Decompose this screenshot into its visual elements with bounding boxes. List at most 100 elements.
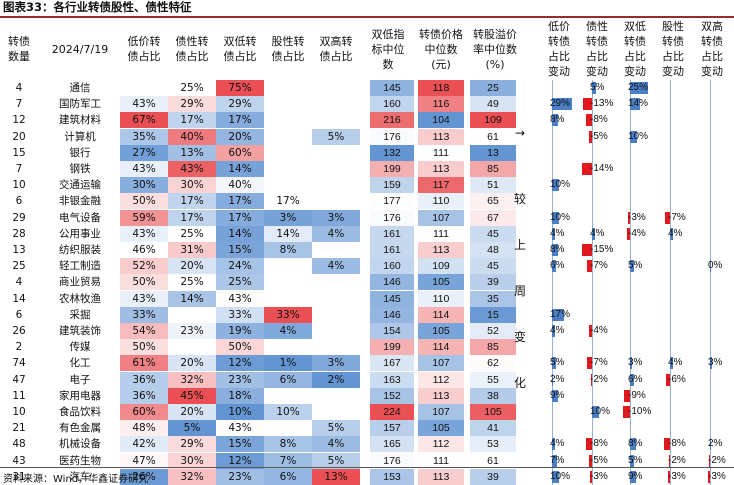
bond-cell: 32% bbox=[168, 468, 216, 485]
table-row: 25 轻工制造 52% 20% 24% 4% 160 109 45 6% -7% 5% 0% bbox=[0, 258, 734, 275]
low-price-cell: 43% bbox=[120, 290, 168, 307]
chg-dh-bar bbox=[707, 470, 710, 483]
equity-cell bbox=[264, 258, 312, 275]
double-low-cell: 50% bbox=[216, 339, 264, 356]
chg-low-bar bbox=[552, 308, 564, 321]
price-median-cell: 104 bbox=[418, 112, 464, 129]
equity-cell bbox=[264, 161, 312, 177]
double-high-cell bbox=[312, 144, 360, 161]
chg-bond-bar bbox=[587, 357, 592, 370]
low-price-cell: 67% bbox=[120, 112, 168, 129]
count-cell: 4 bbox=[15, 82, 23, 94]
header-chg-dh: 双高 转债 占比 变动 bbox=[701, 20, 723, 78]
double-low-cell: 29% bbox=[216, 96, 264, 113]
double-low-cell: 14% bbox=[216, 225, 264, 242]
double-low-cell: 19% bbox=[216, 323, 264, 339]
table-row: 4 通信 25% 75% 145 118 25 5% 25% bbox=[0, 80, 734, 96]
chg-low-bar bbox=[552, 98, 573, 111]
bond-cell: 20% bbox=[168, 355, 216, 372]
low-price-cell: 27% bbox=[120, 144, 168, 161]
table-row: 28 公用事业 43% 25% 14% 14% 4% 161 111 45 4% 4% -4% 4% bbox=[0, 225, 734, 242]
dl-median-cell: 176 bbox=[370, 128, 414, 145]
chg-bond-axis bbox=[592, 80, 593, 485]
header-date: 2024/7/19 bbox=[51, 42, 109, 56]
count-cell: 74 bbox=[12, 357, 26, 370]
double-low-cell: 17% bbox=[216, 193, 264, 210]
equity-cell bbox=[264, 128, 312, 145]
chg-low-label: 4% bbox=[550, 227, 565, 239]
bond-cell: 17% bbox=[168, 209, 216, 226]
chg-dh-label: 0% bbox=[708, 260, 723, 272]
bond-cell: 31% bbox=[168, 242, 216, 258]
double-high-cell bbox=[312, 404, 360, 420]
count-cell: 25 bbox=[12, 260, 26, 273]
double-low-cell: 14% bbox=[216, 161, 264, 177]
chg-bond-label: -2% bbox=[590, 373, 608, 385]
double-low-cell: 75% bbox=[216, 80, 264, 96]
table-row: 7 国防军工 43% 29% 29% 160 116 49 29% -13% 14% bbox=[0, 96, 734, 113]
chg-dl-bar bbox=[630, 373, 635, 386]
equity-cell bbox=[264, 80, 312, 96]
low-price-cell: 48% bbox=[120, 420, 168, 437]
chg-dh-label: 2% bbox=[708, 438, 723, 450]
double-low-cell: 33% bbox=[216, 306, 264, 323]
double-high-cell: 5% bbox=[312, 420, 360, 437]
price-median-cell: 107 bbox=[418, 209, 464, 226]
header-bond: 债性转 债占比 bbox=[175, 35, 209, 63]
equity-cell bbox=[264, 420, 312, 437]
header-chg-eq: 股性 转债 占比 变动 bbox=[662, 20, 684, 78]
count-cell: 4 bbox=[15, 276, 23, 289]
header-equity: 股性转 债占比 bbox=[271, 35, 305, 63]
double-low-cell: 17% bbox=[216, 112, 264, 129]
chg-eq-label: 4% bbox=[668, 227, 683, 239]
side-label-2: 上 bbox=[513, 238, 526, 252]
double-low-cell: 17% bbox=[216, 209, 264, 226]
chg-low-bar bbox=[552, 325, 555, 337]
double-high-cell: 4% bbox=[312, 436, 360, 453]
bond-cell: 32% bbox=[168, 371, 216, 388]
low-price-cell: 36% bbox=[120, 371, 168, 388]
header-chg-low: 低价 转债 占比 变动 bbox=[548, 20, 570, 78]
chg-eq-bar bbox=[665, 373, 670, 386]
chg-eq-label: -2% bbox=[668, 454, 686, 466]
chg-low-bar bbox=[552, 438, 555, 451]
count-cell: 21 bbox=[12, 422, 26, 435]
table-row: 31 汽车 26% 32% 23% 6% 13% 153 113 39 10% -3% 9% -3% -3% bbox=[0, 468, 734, 485]
bond-cell: 29% bbox=[168, 436, 216, 453]
chg-low-label: 5% bbox=[550, 357, 565, 369]
chg-dl-label: -10% bbox=[628, 406, 652, 417]
double-high-cell bbox=[312, 242, 360, 258]
industry-cell: 公用事业 bbox=[59, 227, 101, 240]
bond-cell: 25% bbox=[168, 225, 216, 242]
count-cell: 29 bbox=[12, 211, 26, 224]
double-low-cell: 15% bbox=[216, 436, 264, 453]
count-cell: 6 bbox=[15, 195, 23, 208]
equity-cell bbox=[264, 290, 312, 307]
chg-low-label: 10% bbox=[550, 470, 571, 482]
chg-bond-label: 5% bbox=[590, 82, 605, 93]
bond-cell: 30% bbox=[168, 177, 216, 194]
chg-bond-label: -8% bbox=[590, 438, 608, 450]
price-median-cell: 113 bbox=[418, 387, 464, 404]
chg-bond-bar bbox=[586, 438, 592, 451]
equity-cell: 8% bbox=[264, 436, 312, 453]
equity-cell bbox=[264, 177, 312, 194]
double-low-cell: 43% bbox=[216, 420, 264, 437]
count-cell: 48 bbox=[12, 438, 26, 451]
chg-dl-label: 5% bbox=[628, 260, 643, 272]
dl-median-cell: 132 bbox=[370, 144, 414, 161]
bond-cell: 14% bbox=[168, 290, 216, 307]
price-median-cell: 110 bbox=[418, 290, 464, 307]
equity-cell: 7% bbox=[264, 452, 312, 469]
count-cell: 13 bbox=[12, 244, 26, 256]
dl-median-cell: 145 bbox=[370, 80, 414, 96]
double-low-cell: 10% bbox=[216, 404, 264, 420]
chg-dh-label: 3% bbox=[708, 357, 723, 369]
double-high-cell bbox=[312, 193, 360, 210]
double-low-cell: 12% bbox=[216, 452, 264, 469]
chg-low-label: 29% bbox=[550, 98, 571, 110]
price-median-cell: 118 bbox=[418, 80, 464, 96]
premium-median-cell: 85 bbox=[470, 339, 516, 356]
bond-cell: 23% bbox=[168, 323, 216, 339]
low-price-cell: 33% bbox=[120, 306, 168, 323]
